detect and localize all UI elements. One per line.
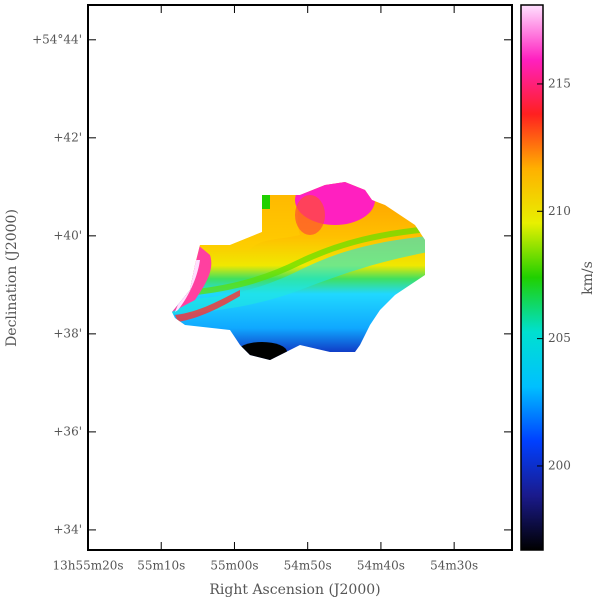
velocity-field xyxy=(172,182,425,360)
colorbar-tick-label: 210 xyxy=(548,204,571,218)
x-tick-label: 54m50s xyxy=(284,559,332,573)
y-axis-label: Declination (J2000) xyxy=(4,209,20,347)
x-axis-label: Right Ascension (J2000) xyxy=(209,582,380,598)
y-tick-label: +36' xyxy=(53,424,82,438)
y-tick-label: +34' xyxy=(53,522,82,536)
colorbar xyxy=(520,4,544,551)
x-tick-label: 54m30s xyxy=(430,559,478,573)
y-tick-label: +42' xyxy=(53,130,82,144)
colorbar-tick-label: 215 xyxy=(548,76,571,90)
x-tick-label: 13h55m20s xyxy=(52,559,123,573)
y-tick-label: +38' xyxy=(53,326,82,340)
x-tick-label: 55m00s xyxy=(210,559,258,573)
colorbar-tick-label: 205 xyxy=(548,331,571,345)
x-tick-label: 55m10s xyxy=(137,559,185,573)
x-tick-label: 54m40s xyxy=(357,559,405,573)
colorbar-tick-label: 200 xyxy=(548,458,571,472)
colorbar-label: km/s xyxy=(580,261,596,295)
y-tick-label: +40' xyxy=(53,228,82,242)
plot-frame xyxy=(87,4,513,551)
y-tick-label: +54°44' xyxy=(32,32,82,46)
